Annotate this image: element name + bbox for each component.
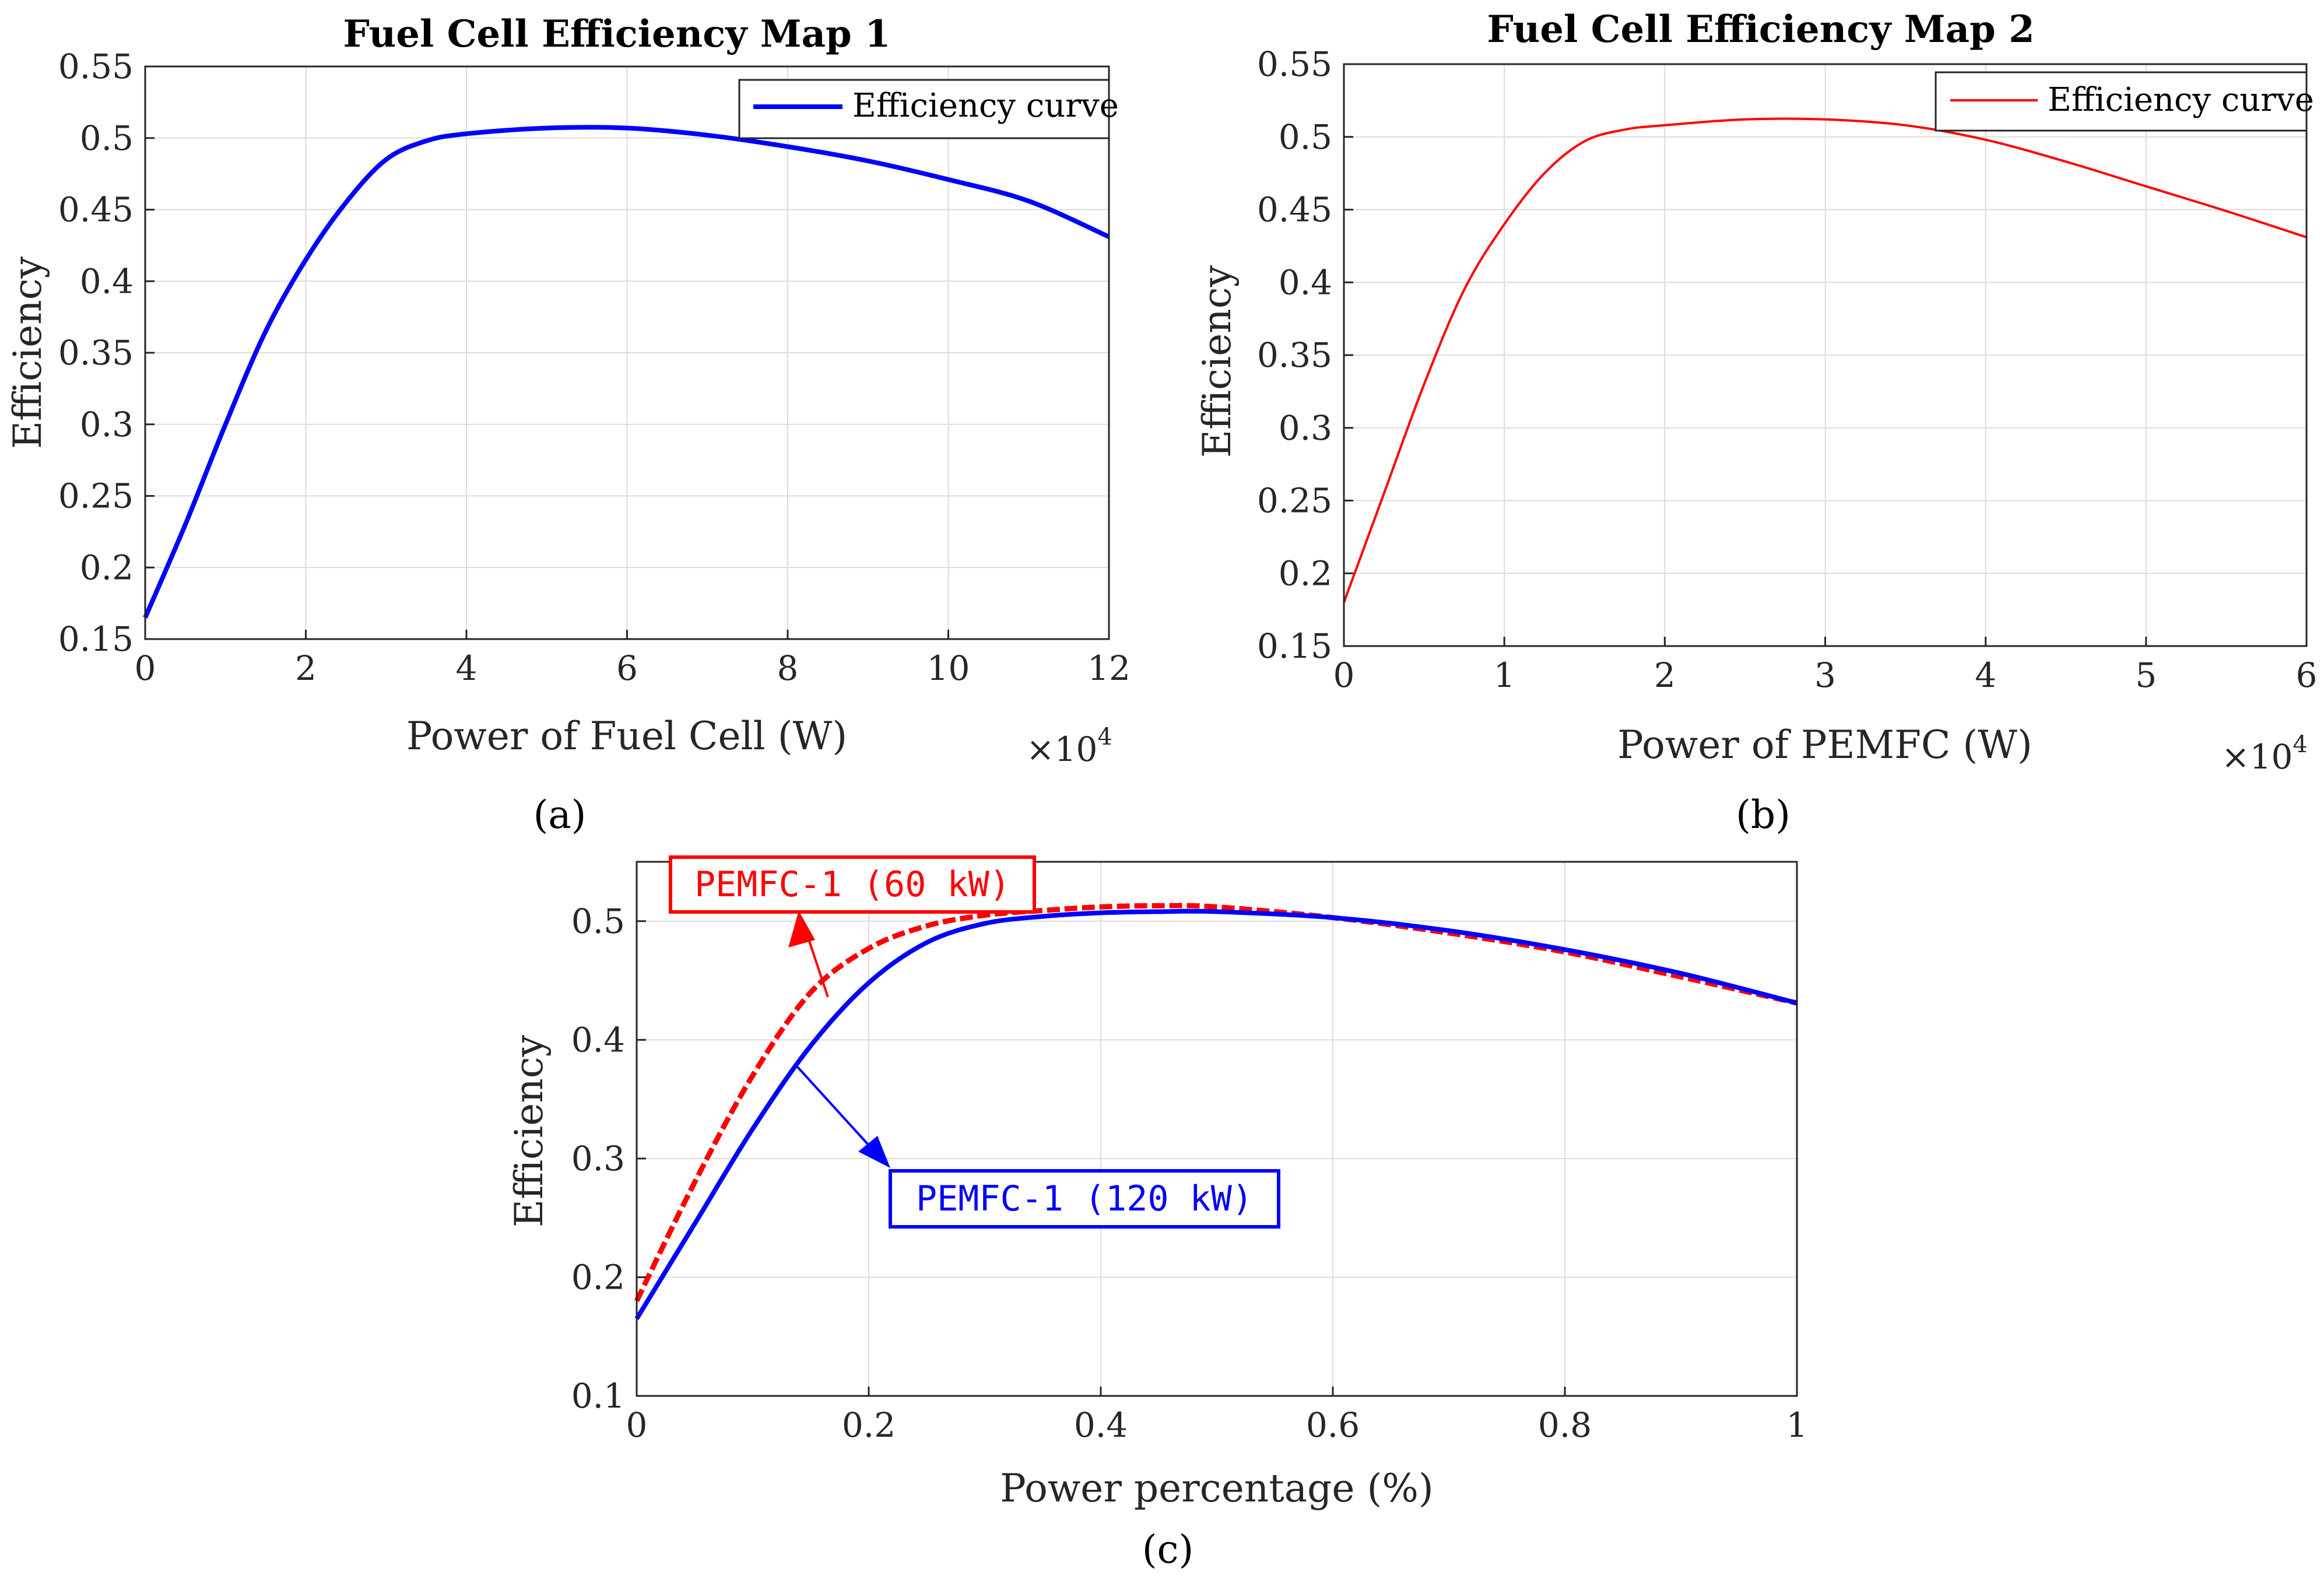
panel-c-annotation-120kw-arrow-line xyxy=(796,1066,876,1153)
panel-a-x-tick-label: 2 xyxy=(295,648,317,688)
panel-c-x-tick-label: 0 xyxy=(626,1405,648,1445)
panel-a-xlabel: Power of Fuel Cell (W) xyxy=(406,714,847,759)
panel-c-x-tick-label: 0.4 xyxy=(1074,1405,1128,1445)
panel-b-y-tick-label: 0.3 xyxy=(1279,408,1332,448)
panel-a-efficiency-curve xyxy=(143,125,1110,619)
panel-b-y-tick-label: 0.4 xyxy=(1279,262,1332,302)
panel-b-legend: Efficiency curve xyxy=(1935,71,2314,132)
panel-b-y-tick-label: 0.55 xyxy=(1257,44,1332,84)
panel-a-x-exponent: ×104 xyxy=(1026,724,1112,769)
panel-b-efficiency-curve xyxy=(1343,117,2307,603)
panel-b-ylabel: Efficiency xyxy=(1195,265,1240,458)
panel-b-y-tick-label: 0.25 xyxy=(1257,481,1332,521)
panel-c-y-tick-label: 0.1 xyxy=(571,1376,625,1416)
panel-b-y-tick-label: 0.5 xyxy=(1279,117,1332,157)
panel-b-x-exponent: ×104 xyxy=(2221,731,2308,777)
panel-a-ticks: 0 2 4 6 8 10 12 0.15 0.2 0.25 0.3 0.35 0.4 0.45 0.5 0.5… xyxy=(58,47,1131,688)
panel-b-x-tick-label: 1 xyxy=(1494,655,1515,695)
panel-a-y-tick-label: 0.3 xyxy=(80,405,134,444)
panel-c-pemfc-60kw-curve xyxy=(634,903,1798,1303)
panel-b-y-tick-label: 0.2 xyxy=(1279,553,1332,593)
panel-c-ylabel: Efficiency xyxy=(507,1034,552,1227)
panel-b-caption: (b) xyxy=(1736,792,1791,837)
panel-b-legend-label: Efficiency curve xyxy=(2048,81,2314,119)
panel-b-x-tick-label: 5 xyxy=(2135,655,2157,695)
panel-b-x-tick-label: 4 xyxy=(1975,655,1996,695)
panel-c-grid xyxy=(637,862,1797,1396)
panel-a-x-tick-label: 6 xyxy=(616,648,638,688)
panel-c-annotation-60kw-label: PEMFC-1 (60 kW) xyxy=(694,864,1010,905)
panel-c-annotation-60kw-box xyxy=(669,855,1036,914)
panel-a-x-tick-label: 12 xyxy=(1087,648,1131,688)
panel-c-annotation-60kw-arrowhead xyxy=(788,911,815,948)
panel-a-y-tick-label: 0.15 xyxy=(58,619,134,659)
panel-a-y-tick-label: 0.2 xyxy=(80,548,134,587)
panel-c-xlabel: Power percentage (%) xyxy=(1000,1466,1433,1511)
panel-b-x-tick-label: 0 xyxy=(1333,655,1355,695)
panel-c-ticks: 0 0.2 0.4 0.6 0.8 1 0.1 0.2 0.3 0.4 0.5 xyxy=(571,901,1808,1445)
panel-a-caption: (a) xyxy=(533,792,587,837)
panel-b-x-tick-label: 2 xyxy=(1654,655,1676,695)
panel-c-y-tick-label: 0.2 xyxy=(571,1257,625,1297)
panel-a-y-tick-label: 0.4 xyxy=(80,261,134,301)
panel-b-chart: Fuel Cell Efficiency Map 2 0 1 2 3 4 5 6 0.15 0.… xyxy=(1195,8,2317,837)
panel-b-y-tick-label: 0.35 xyxy=(1257,335,1332,375)
panel-a-x-tick-label: 8 xyxy=(777,648,799,688)
panel-a-x-tick-label: 10 xyxy=(927,648,970,688)
panel-a-x-tick-label: 0 xyxy=(135,648,156,688)
panel-b-y-tick-label: 0.45 xyxy=(1257,190,1332,230)
panel-c-x-tick-label: 0.2 xyxy=(842,1405,896,1445)
panel-b-y-tick-label: 0.15 xyxy=(1257,626,1332,666)
panel-c-x-tick-label: 0.8 xyxy=(1538,1405,1592,1445)
panel-b-ticks: 0 1 2 3 4 5 6 0.15 0.2 0.25 0.3 0.35 0.4 0.45 0.5 0.55 xyxy=(1257,44,2318,695)
panel-c-y-tick-label: 0.4 xyxy=(571,1020,625,1059)
panel-a-chart: Fuel Cell Efficiency Map 1 0 2 4 6 8 10 12 0.15… xyxy=(5,12,1131,837)
panel-b-grid xyxy=(1344,64,2307,646)
panel-c-y-tick-label: 0.5 xyxy=(571,901,625,941)
panel-a-y-tick-label: 0.25 xyxy=(58,476,134,516)
panel-b-title: Fuel Cell Efficiency Map 2 xyxy=(1487,8,2034,51)
panel-c-annotation-120kw-box xyxy=(889,1169,1280,1229)
panel-a-y-tick-label: 0.35 xyxy=(58,333,134,373)
panel-c-axes-frame xyxy=(636,861,1798,1397)
panel-c-annotation-120kw: PEMFC-1 (120 kW) xyxy=(796,1066,1280,1229)
panel-a-x-tick-label: 4 xyxy=(456,648,478,688)
panel-b-x-tick-label: 3 xyxy=(1814,655,1836,695)
panel-a-y-tick-label: 0.55 xyxy=(58,47,134,86)
panel-a-y-tick-label: 0.45 xyxy=(58,190,134,230)
panel-c-x-tick-label: 0.6 xyxy=(1306,1405,1360,1445)
panel-c-annotation-120kw-arrowhead xyxy=(858,1136,890,1168)
panel-a-legend-label: Efficiency curve xyxy=(852,87,1119,125)
panel-a-title: Fuel Cell Efficiency Map 1 xyxy=(343,12,890,56)
panel-b-x-tick-label: 6 xyxy=(2296,655,2318,695)
panel-c-caption: (c) xyxy=(1142,1527,1193,1572)
panel-c-chart: 0 0.2 0.4 0.6 0.8 1 0.1 0.2 0.3 0.4 0.5 Efficiency… xyxy=(507,855,1808,1572)
panel-a-ylabel: Efficiency xyxy=(5,256,50,449)
panel-c-annotation-60kw: PEMFC-1 (60 kW) xyxy=(669,855,1036,998)
panel-c-x-tick-label: 1 xyxy=(1786,1405,1808,1445)
panel-c-pemfc-120kw-curve xyxy=(634,908,1798,1320)
panel-b-xlabel: Power of PEMFC (W) xyxy=(1617,722,2032,767)
panel-a-legend: Efficiency curve xyxy=(738,79,1119,139)
panel-a-y-tick-label: 0.5 xyxy=(80,118,134,158)
panel-a-grid xyxy=(145,66,1109,639)
panel-c-y-tick-label: 0.3 xyxy=(571,1139,625,1178)
panel-c-annotation-120kw-label: PEMFC-1 (120 kW) xyxy=(916,1178,1253,1219)
